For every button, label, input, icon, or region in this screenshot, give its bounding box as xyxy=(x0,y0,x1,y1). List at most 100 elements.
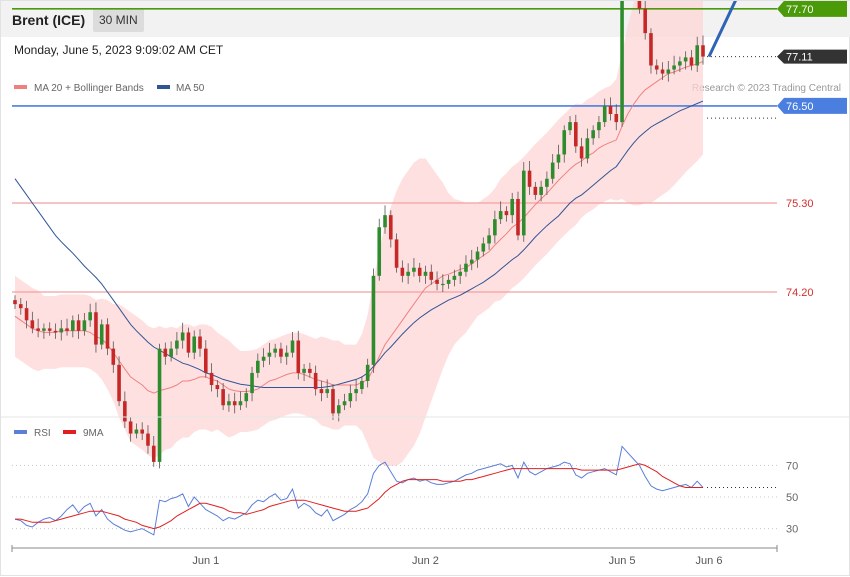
candle-body xyxy=(458,271,462,276)
candle-body xyxy=(689,57,694,66)
candle-body xyxy=(562,130,567,155)
candle-body xyxy=(360,380,364,390)
candle-body xyxy=(464,263,468,272)
candle-body xyxy=(487,235,491,244)
candle-body xyxy=(643,8,647,34)
candle-body xyxy=(365,364,370,381)
candle-body xyxy=(574,122,578,147)
symbol-title: Brent (ICE) xyxy=(12,12,86,28)
candle-body xyxy=(128,421,133,434)
candle-body xyxy=(59,328,64,333)
x-tick-label: Jun 1 xyxy=(192,555,219,567)
candle-body xyxy=(423,271,428,276)
candle-body xyxy=(140,429,144,434)
candle-body xyxy=(331,389,335,414)
candle-body xyxy=(608,105,613,115)
candle-body xyxy=(319,389,324,394)
candle-body xyxy=(36,328,40,331)
candle-body xyxy=(342,401,347,406)
candle-body xyxy=(146,433,150,446)
candle-body xyxy=(186,332,191,353)
candle-body xyxy=(123,401,127,422)
candle-body xyxy=(284,352,289,357)
candle-body xyxy=(209,372,214,386)
candle-body xyxy=(215,385,220,390)
candle-body xyxy=(371,275,376,365)
rsi-panel: RSI 9MA 70 50 30 xyxy=(12,428,798,536)
candle-body xyxy=(111,348,116,365)
x-tick-label: Jun 2 xyxy=(412,555,439,567)
candle-body xyxy=(446,279,451,284)
candle-body xyxy=(313,372,318,390)
legend-label-ma50: MA 50 xyxy=(176,83,205,94)
top-bar: Brent (ICE) 30 MIN xyxy=(1,1,850,37)
candle-body xyxy=(308,368,312,373)
candle-body xyxy=(701,45,705,57)
candle-body xyxy=(354,389,358,394)
candle-body xyxy=(348,393,353,402)
ma50-line xyxy=(14,100,704,388)
candle-body xyxy=(556,154,561,163)
candle-body xyxy=(666,69,671,74)
candle-body xyxy=(221,389,225,406)
candle-body xyxy=(203,348,208,373)
candle-body xyxy=(47,328,52,331)
candle-body xyxy=(267,352,272,357)
candle-body xyxy=(568,122,572,131)
candle-body xyxy=(180,332,185,341)
candle-body xyxy=(117,364,121,402)
candle-body xyxy=(660,69,665,74)
candle-body xyxy=(516,198,520,236)
candle-body xyxy=(683,57,688,62)
candle-body xyxy=(198,336,202,349)
candle-body xyxy=(672,65,676,70)
candle-body xyxy=(498,211,503,220)
candle-body xyxy=(504,211,509,216)
candle-body xyxy=(105,324,110,349)
candle-body xyxy=(417,267,422,276)
timeframe-button[interactable]: 30 MIN xyxy=(93,8,144,32)
candle-body xyxy=(279,348,283,357)
current-price-label: 77.11 xyxy=(786,52,813,64)
candle-body xyxy=(678,61,682,66)
candle-body xyxy=(82,320,87,331)
candle-body xyxy=(388,215,393,240)
candle-body xyxy=(481,243,486,252)
credit-text: Research © 2023 Trading Central xyxy=(692,83,841,94)
candle-body xyxy=(469,259,474,264)
candle-body xyxy=(53,330,58,333)
legend-swatch-ma50 xyxy=(157,85,170,89)
candle-body xyxy=(151,445,156,462)
candle-body xyxy=(302,368,306,373)
candle-body xyxy=(134,429,139,434)
rsi-tick-label: 70 xyxy=(786,460,798,472)
candle-body xyxy=(475,251,480,260)
support-label: 74.20 xyxy=(786,287,814,299)
candle-body xyxy=(250,372,254,394)
candle-body xyxy=(88,312,92,321)
candle-body xyxy=(614,114,619,123)
candle-body xyxy=(441,283,445,286)
candle-body xyxy=(13,300,17,305)
candle-body xyxy=(406,271,410,276)
current-price-tag xyxy=(777,49,847,64)
candle-body xyxy=(510,198,515,216)
candle-body xyxy=(649,33,653,66)
candle-body xyxy=(412,267,416,272)
rsi-tick-label: 50 xyxy=(786,492,798,504)
rsi-tick-label: 30 xyxy=(786,524,798,536)
candle-body xyxy=(597,122,601,131)
rsi-line xyxy=(14,445,704,536)
candle-body xyxy=(377,227,382,276)
candle-body xyxy=(545,178,549,187)
candle-body xyxy=(244,393,249,402)
legend-label-9ma: 9MA xyxy=(83,428,104,439)
rsi-ma-line xyxy=(15,463,703,530)
candle-body xyxy=(232,401,237,406)
candle-body xyxy=(94,312,98,345)
candle-body xyxy=(24,308,29,321)
candle-body xyxy=(296,340,301,373)
pivot-tag xyxy=(777,97,847,114)
